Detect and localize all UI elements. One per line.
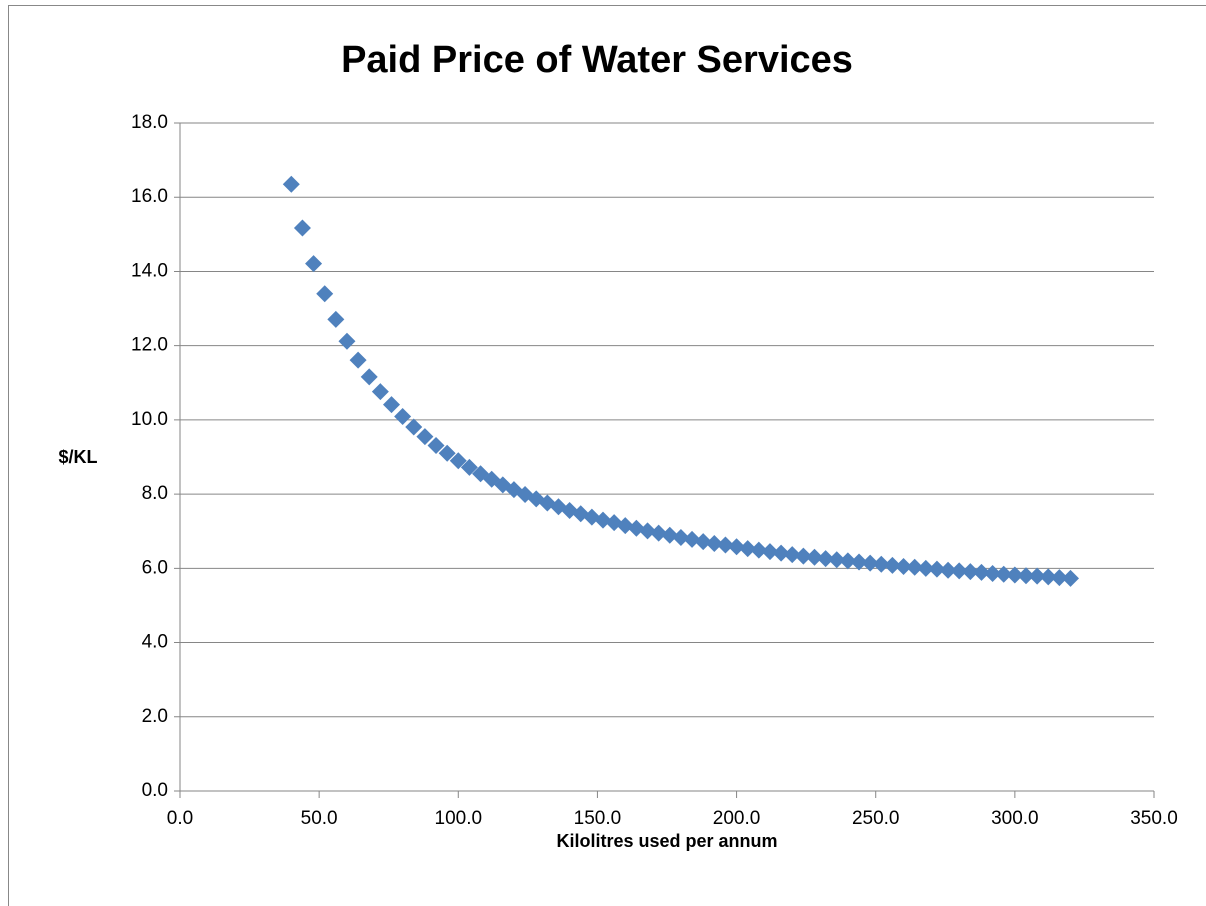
x-tick-label: 250.0 <box>852 808 900 829</box>
data-point <box>906 558 924 576</box>
y-tick-label: 12.0 <box>131 335 168 356</box>
data-point <box>1062 569 1080 587</box>
x-tick-label: 0.0 <box>167 808 193 829</box>
x-tick-label: 100.0 <box>435 808 483 829</box>
data-point <box>783 546 801 564</box>
data-point <box>805 548 823 566</box>
data-point <box>349 351 367 369</box>
data-point <box>861 554 879 572</box>
x-tick-label: 300.0 <box>991 808 1039 829</box>
y-tick-label: 6.0 <box>142 557 168 578</box>
data-point <box>661 526 679 544</box>
data-point <box>1039 568 1057 586</box>
data-point <box>995 565 1013 583</box>
data-point <box>1028 567 1046 585</box>
data-point <box>739 540 757 558</box>
data-point <box>616 517 634 535</box>
y-tick-label: 10.0 <box>131 409 168 430</box>
data-point <box>627 519 645 537</box>
data-point <box>728 538 746 556</box>
y-tick-label: 0.0 <box>142 780 168 801</box>
data-point <box>850 553 868 571</box>
data-point <box>683 530 701 548</box>
data-point <box>705 534 723 552</box>
data-point <box>650 524 668 542</box>
data-point <box>716 536 734 554</box>
data-point <box>405 418 423 436</box>
data-point <box>672 529 690 547</box>
data-point <box>1006 566 1024 584</box>
data-point <box>1017 567 1035 585</box>
data-point <box>895 557 913 575</box>
data-point <box>761 543 779 561</box>
data-point <box>327 310 345 328</box>
data-point <box>594 511 612 529</box>
data-point <box>928 560 946 578</box>
x-tick-label: 50.0 <box>301 808 338 829</box>
data-point <box>950 562 968 580</box>
data-point <box>639 522 657 540</box>
x-tick-label: 200.0 <box>713 808 761 829</box>
y-axis-label: $/KL <box>58 447 97 467</box>
data-point <box>828 551 846 569</box>
x-axis-label: Kilolitres used per annum <box>556 831 777 851</box>
data-point <box>360 368 378 386</box>
data-point <box>750 541 768 559</box>
data-point <box>416 428 434 446</box>
chart-border <box>8 5 1206 906</box>
data-point <box>438 444 456 462</box>
data-point <box>694 533 712 551</box>
data-point <box>427 436 445 454</box>
data-point <box>772 544 790 562</box>
data-point <box>449 452 467 470</box>
data-point <box>794 547 812 565</box>
y-tick-label: 2.0 <box>142 706 168 727</box>
data-point <box>984 565 1002 583</box>
data-point <box>382 396 400 414</box>
y-tick-label: 4.0 <box>142 632 168 653</box>
y-tick-label: 14.0 <box>131 260 168 281</box>
data-point <box>839 552 857 570</box>
data-point <box>460 458 478 476</box>
data-point <box>305 255 323 273</box>
data-point <box>371 383 389 401</box>
y-tick-label: 16.0 <box>131 186 168 207</box>
data-point <box>293 219 311 237</box>
data-point <box>917 559 935 577</box>
x-tick-label: 350.0 <box>1130 808 1178 829</box>
data-point <box>883 556 901 574</box>
data-point <box>961 563 979 581</box>
data-point <box>316 285 334 303</box>
y-tick-label: 8.0 <box>142 483 168 504</box>
data-point <box>939 561 957 579</box>
data-point <box>872 555 890 573</box>
chart-title: Paid Price of Water Services <box>341 39 853 81</box>
data-point <box>817 550 835 568</box>
y-tick-label: 18.0 <box>131 112 168 133</box>
data-point <box>338 332 356 350</box>
x-tick-label: 150.0 <box>574 808 622 829</box>
data-point <box>394 408 412 426</box>
data-point <box>972 563 990 581</box>
data-point <box>1050 569 1068 587</box>
data-point <box>282 175 300 193</box>
